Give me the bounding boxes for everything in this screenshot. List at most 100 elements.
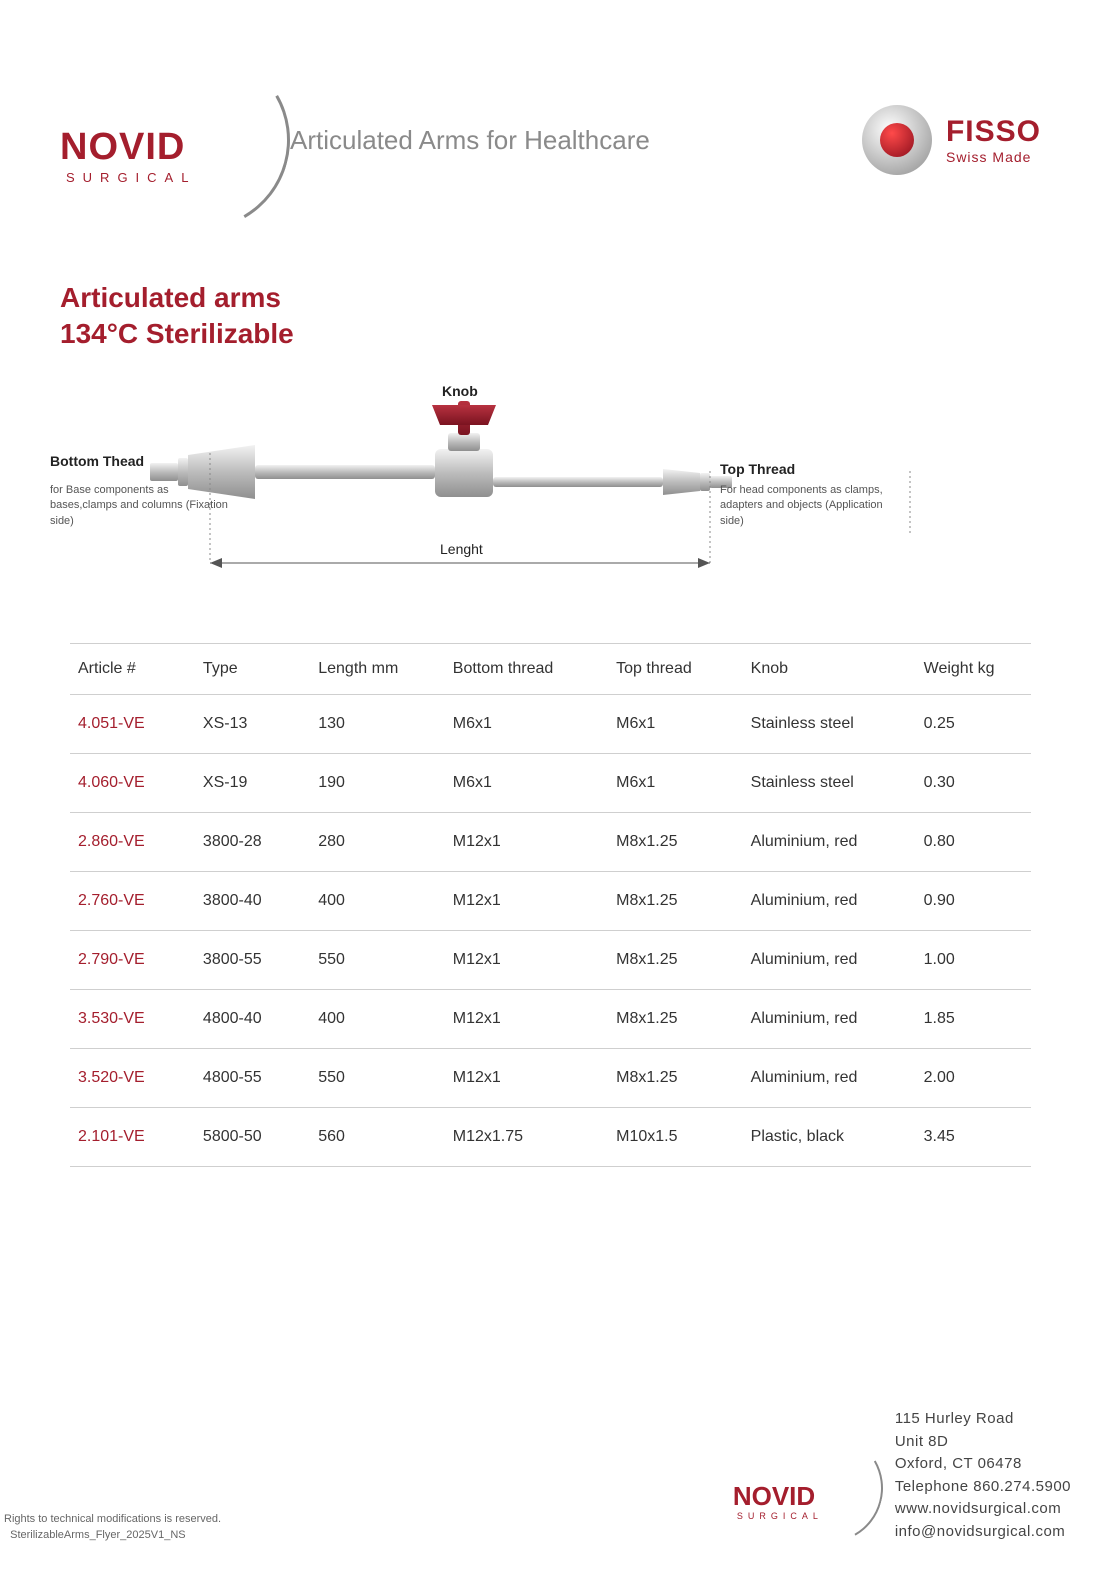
table-cell: XS-13: [195, 694, 310, 753]
table-row: 2.860-VE3800-28280M12x1M8x1.25Aluminium,…: [70, 812, 1031, 871]
article-cell: 4.060-VE: [70, 753, 195, 812]
table-cell: 4800-55: [195, 1048, 310, 1107]
table-row: 3.530-VE4800-40400M12x1M8x1.25Aluminium,…: [70, 989, 1031, 1048]
table-cell: M10x1.5: [608, 1107, 743, 1166]
table-cell: 280: [310, 812, 445, 871]
table-cell: 0.80: [916, 812, 1031, 871]
novid-sub: SURGICAL: [66, 170, 196, 185]
contact-line: 115 Hurley Road: [895, 1408, 1071, 1431]
table-cell: 130: [310, 694, 445, 753]
article-cell: 2.101-VE: [70, 1107, 195, 1166]
table-cell: 400: [310, 871, 445, 930]
contact-line: Oxford, CT 06478: [895, 1453, 1071, 1476]
table-cell: 3800-28: [195, 812, 310, 871]
table-cell: M8x1.25: [608, 1048, 743, 1107]
table-cell: 550: [310, 930, 445, 989]
contact-block: 115 Hurley Road Unit 8D Oxford, CT 06478…: [895, 1408, 1071, 1543]
title-block: Articulated arms 134°C Sterilizable: [0, 250, 1101, 363]
table-cell: M6x1: [608, 753, 743, 812]
col-header: Article #: [70, 643, 195, 694]
article-cell: 2.790-VE: [70, 930, 195, 989]
fisso-sub: Swiss Made: [946, 149, 1041, 165]
footer-novid-name: NOVID: [733, 1481, 815, 1512]
title-line1: Articulated arms: [60, 282, 281, 313]
col-header: Weight kg: [916, 643, 1031, 694]
contact-line: info@novidsurgical.com: [895, 1521, 1071, 1544]
table-row: 4.060-VEXS-19190M6x1M6x1Stainless steel0…: [70, 753, 1031, 812]
table-row: 4.051-VEXS-13130M6x1M6x1Stainless steel0…: [70, 694, 1031, 753]
table-cell: M8x1.25: [608, 989, 743, 1048]
contact-line: www.novidsurgical.com: [895, 1498, 1071, 1521]
table-cell: 1.00: [916, 930, 1031, 989]
header-tagline: Articulated Arms for Healthcare: [290, 125, 842, 156]
table-row: 2.101-VE5800-50560M12x1.75M10x1.5Plastic…: [70, 1107, 1031, 1166]
table-row: 2.790-VE3800-55550M12x1M8x1.25Aluminium,…: [70, 930, 1031, 989]
table-cell: Stainless steel: [743, 694, 916, 753]
col-header: Bottom thread: [445, 643, 608, 694]
table-cell: Aluminium, red: [743, 1048, 916, 1107]
table-row: 3.520-VE4800-55550M12x1M8x1.25Aluminium,…: [70, 1048, 1031, 1107]
footer-novid-logo: NOVID SURGICAL: [733, 1433, 883, 1543]
article-cell: 3.530-VE: [70, 989, 195, 1048]
length-label: Lenght: [440, 541, 483, 557]
col-header: Type: [195, 643, 310, 694]
col-header: Length mm: [310, 643, 445, 694]
contact-line: Unit 8D: [895, 1431, 1071, 1454]
table-cell: Aluminium, red: [743, 871, 916, 930]
table-cell: 0.30: [916, 753, 1031, 812]
fisso-mark-icon: [862, 105, 932, 175]
header: NOVID SURGICAL Articulated Arms for Heal…: [0, 0, 1101, 250]
table-cell: M6x1: [608, 694, 743, 753]
product-diagram: Knob Bottom Thead for Base components as…: [40, 383, 1061, 603]
spec-table: Article #TypeLength mmBottom threadTop t…: [70, 643, 1031, 1167]
table-cell: M8x1.25: [608, 812, 743, 871]
table-cell: Stainless steel: [743, 753, 916, 812]
table-row: 2.760-VE3800-40400M12x1M8x1.25Aluminium,…: [70, 871, 1031, 930]
top-thread-label: Top Thread: [720, 461, 795, 477]
table-cell: M12x1: [445, 930, 608, 989]
table-cell: Aluminium, red: [743, 930, 916, 989]
fisso-logo: FISSO Swiss Made: [862, 105, 1041, 175]
table-cell: 560: [310, 1107, 445, 1166]
article-cell: 2.860-VE: [70, 812, 195, 871]
table-cell: 3800-55: [195, 930, 310, 989]
table-cell: XS-19: [195, 753, 310, 812]
table-cell: 0.25: [916, 694, 1031, 753]
footer: Rights to technical modifications is res…: [0, 1408, 1101, 1543]
table-cell: M8x1.25: [608, 871, 743, 930]
table-cell: M12x1: [445, 1048, 608, 1107]
table-cell: 550: [310, 1048, 445, 1107]
col-header: Top thread: [608, 643, 743, 694]
table-cell: Aluminium, red: [743, 812, 916, 871]
table-cell: Aluminium, red: [743, 989, 916, 1048]
top-thread-note: For head components as clamps, adapters …: [720, 483, 900, 529]
table-cell: M12x1.75: [445, 1107, 608, 1166]
table-cell: 4800-40: [195, 989, 310, 1048]
knob-label: Knob: [442, 383, 478, 399]
page-title: Articulated arms 134°C Sterilizable: [60, 280, 1041, 353]
novid-logo: NOVID SURGICAL: [60, 50, 260, 230]
bottom-thread-note: for Base components as bases,clamps and …: [50, 483, 230, 529]
table-cell: 3.45: [916, 1107, 1031, 1166]
table-cell: 2.00: [916, 1048, 1031, 1107]
table-cell: M12x1: [445, 989, 608, 1048]
rights-block: Rights to technical modifications is res…: [0, 1512, 733, 1543]
table-cell: M12x1: [445, 812, 608, 871]
article-cell: 4.051-VE: [70, 694, 195, 753]
contact-line: Telephone 860.274.5900: [895, 1476, 1071, 1499]
table-cell: Plastic, black: [743, 1107, 916, 1166]
table-cell: 190: [310, 753, 445, 812]
col-header: Knob: [743, 643, 916, 694]
title-line2: 134°C Sterilizable: [60, 318, 294, 349]
rights-line1: Rights to technical modifications is res…: [4, 1513, 221, 1525]
spec-table-head: Article #TypeLength mmBottom threadTop t…: [70, 643, 1031, 694]
table-cell: M12x1: [445, 871, 608, 930]
table-cell: 0.90: [916, 871, 1031, 930]
article-cell: 2.760-VE: [70, 871, 195, 930]
spec-table-body: 4.051-VEXS-13130M6x1M6x1Stainless steel0…: [70, 694, 1031, 1166]
table-cell: 1.85: [916, 989, 1031, 1048]
novid-name: NOVID: [60, 126, 185, 169]
table-cell: M6x1: [445, 753, 608, 812]
table-cell: 5800-50: [195, 1107, 310, 1166]
fisso-name: FISSO: [946, 115, 1041, 149]
